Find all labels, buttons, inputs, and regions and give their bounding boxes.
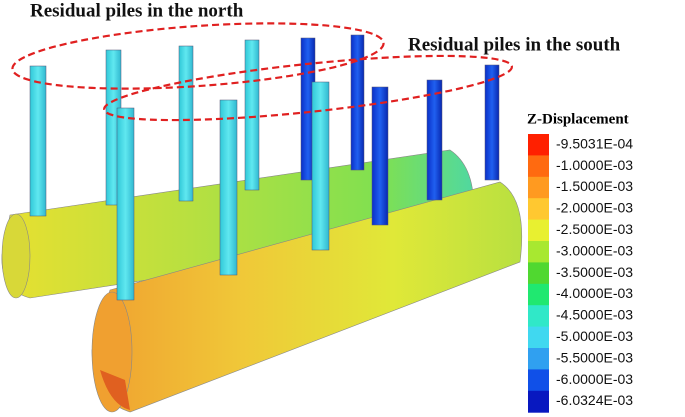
legend-title: Z-Displacement (527, 111, 629, 127)
south-piles (116, 64, 500, 301)
legend-swatch (528, 155, 549, 178)
annotation-north: Residual piles in the north (30, 0, 244, 21)
legend-swatch (528, 369, 549, 392)
legend-swatch (528, 241, 549, 263)
legend-label: -4.5000E-03 (556, 307, 633, 323)
legend-label: -1.0000E-03 (556, 157, 633, 173)
legend-label: -6.0000E-03 (556, 371, 633, 387)
legend-label: -3.5000E-03 (556, 264, 633, 280)
legend-label: -2.0000E-03 (556, 200, 633, 216)
legend: -9.5031E-04 -1.0000E-03 -1.5000E-03 -2.0000… (528, 134, 633, 413)
north-piles (29, 34, 365, 217)
legend-swatch (528, 262, 549, 285)
legend-label: -6.0324E-03 (556, 392, 633, 408)
legend-swatch (528, 219, 549, 242)
legend-label: -2.5000E-03 (556, 221, 633, 237)
legend-label: -5.0000E-03 (556, 328, 633, 344)
legend-swatch (528, 176, 549, 199)
legend-label: -9.5031E-04 (556, 135, 633, 151)
legend-swatch (528, 326, 549, 349)
legend-label: -4.0000E-03 (556, 285, 633, 301)
legend-swatch (528, 305, 549, 328)
legend-label: -5.5000E-03 (556, 349, 633, 365)
legend-swatch (528, 134, 549, 156)
legend-label: -3.0000E-03 (556, 242, 633, 258)
legend-swatch (528, 283, 549, 306)
south-tunnel (91, 181, 523, 413)
legend-swatch (528, 390, 549, 413)
legend-swatch (528, 198, 549, 221)
legend-swatch (528, 348, 549, 370)
annotation-south: Residual piles in the south (408, 34, 621, 55)
legend-label: -1.5000E-03 (556, 178, 633, 194)
annotation-outlines (11, 22, 513, 122)
